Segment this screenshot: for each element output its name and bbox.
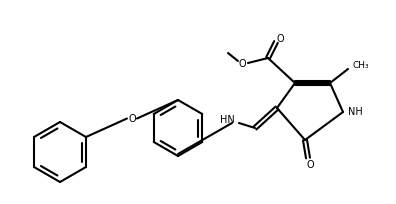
Text: O: O [306, 160, 314, 170]
Text: O: O [128, 113, 136, 123]
Text: HN: HN [220, 115, 234, 125]
Text: CH₃: CH₃ [353, 61, 369, 71]
Text: NH: NH [348, 107, 362, 117]
Text: O: O [276, 34, 284, 44]
Text: O: O [238, 59, 246, 69]
